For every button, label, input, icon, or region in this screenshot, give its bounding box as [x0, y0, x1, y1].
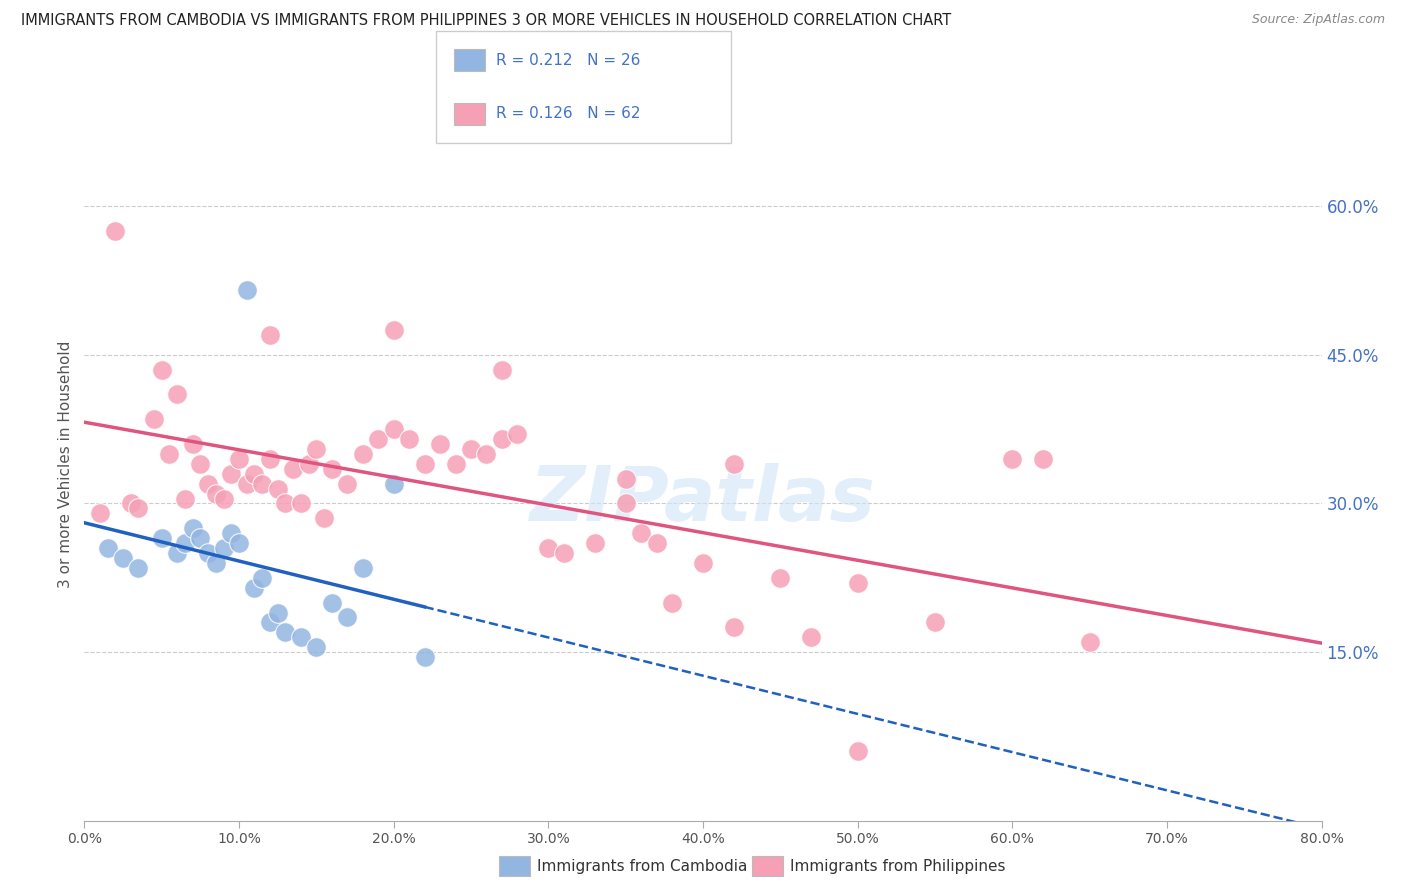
Point: [382, 323, 405, 337]
Point: [1001, 451, 1024, 466]
Point: [413, 457, 436, 471]
Text: Immigrants from Philippines: Immigrants from Philippines: [790, 859, 1005, 873]
Point: [846, 744, 869, 758]
Point: [553, 546, 575, 560]
Point: [281, 462, 305, 476]
Point: [321, 596, 343, 610]
Y-axis label: 3 or more Vehicles in Household: 3 or more Vehicles in Household: [58, 340, 73, 588]
Text: R = 0.126   N = 62: R = 0.126 N = 62: [496, 106, 641, 121]
Point: [1078, 635, 1101, 649]
Point: [290, 630, 312, 644]
Point: [661, 596, 683, 610]
Point: [413, 650, 436, 665]
Point: [583, 536, 606, 550]
Point: [212, 491, 235, 506]
Point: [127, 561, 149, 575]
Point: [188, 457, 212, 471]
Point: [336, 476, 359, 491]
Point: [159, 447, 180, 461]
Point: [846, 575, 869, 590]
Point: [723, 457, 745, 471]
Point: [382, 476, 405, 491]
Point: [645, 536, 668, 550]
Point: [127, 501, 149, 516]
Point: [614, 496, 637, 510]
Point: [181, 521, 204, 535]
Point: [259, 451, 281, 466]
Point: [228, 536, 250, 550]
Point: [188, 531, 212, 545]
Text: R = 0.212   N = 26: R = 0.212 N = 26: [496, 53, 641, 68]
Point: [250, 476, 273, 491]
Point: [800, 630, 823, 644]
Point: [221, 526, 243, 541]
Text: Immigrants from Cambodia: Immigrants from Cambodia: [537, 859, 748, 873]
Point: [112, 551, 135, 566]
Point: [274, 625, 297, 640]
Point: [267, 482, 290, 496]
Point: [228, 451, 250, 466]
Point: [367, 432, 389, 446]
Point: [352, 447, 374, 461]
Point: [166, 546, 188, 560]
Point: [197, 546, 219, 560]
Text: Source: ZipAtlas.com: Source: ZipAtlas.com: [1251, 13, 1385, 27]
Point: [924, 615, 946, 630]
Point: [630, 526, 652, 541]
Point: [429, 437, 451, 451]
Point: [537, 541, 560, 555]
Point: [259, 615, 281, 630]
Point: [460, 442, 482, 456]
Point: [174, 536, 197, 550]
Point: [382, 422, 405, 436]
Point: [150, 531, 173, 545]
Point: [1032, 451, 1054, 466]
Point: [166, 387, 188, 401]
Point: [614, 472, 637, 486]
Point: [305, 442, 328, 456]
Point: [205, 486, 228, 500]
Point: [212, 541, 235, 555]
Point: [174, 491, 197, 506]
Point: [298, 457, 321, 471]
Text: ZIPatlas: ZIPatlas: [530, 463, 876, 536]
Point: [267, 606, 290, 620]
Point: [769, 571, 792, 585]
Point: [243, 467, 266, 481]
Text: IMMIGRANTS FROM CAMBODIA VS IMMIGRANTS FROM PHILIPPINES 3 OR MORE VEHICLES IN HO: IMMIGRANTS FROM CAMBODIA VS IMMIGRANTS F…: [21, 13, 952, 29]
Point: [398, 432, 420, 446]
Point: [321, 462, 343, 476]
Point: [723, 620, 745, 634]
Point: [352, 561, 374, 575]
Point: [305, 640, 328, 655]
Point: [221, 467, 243, 481]
Point: [150, 362, 173, 376]
Point: [235, 284, 259, 298]
Point: [197, 476, 219, 491]
Point: [143, 412, 166, 426]
Point: [475, 447, 498, 461]
Point: [259, 328, 281, 343]
Point: [104, 224, 127, 238]
Point: [692, 556, 714, 570]
Point: [444, 457, 467, 471]
Point: [181, 437, 204, 451]
Point: [314, 511, 336, 525]
Point: [336, 610, 359, 624]
Point: [274, 496, 297, 510]
Point: [205, 556, 228, 570]
Point: [491, 362, 513, 376]
Point: [243, 581, 266, 595]
Point: [89, 507, 111, 521]
Point: [491, 432, 513, 446]
Point: [235, 476, 259, 491]
Point: [120, 496, 142, 510]
Point: [290, 496, 312, 510]
Point: [506, 427, 529, 442]
Point: [96, 541, 118, 555]
Point: [250, 571, 273, 585]
